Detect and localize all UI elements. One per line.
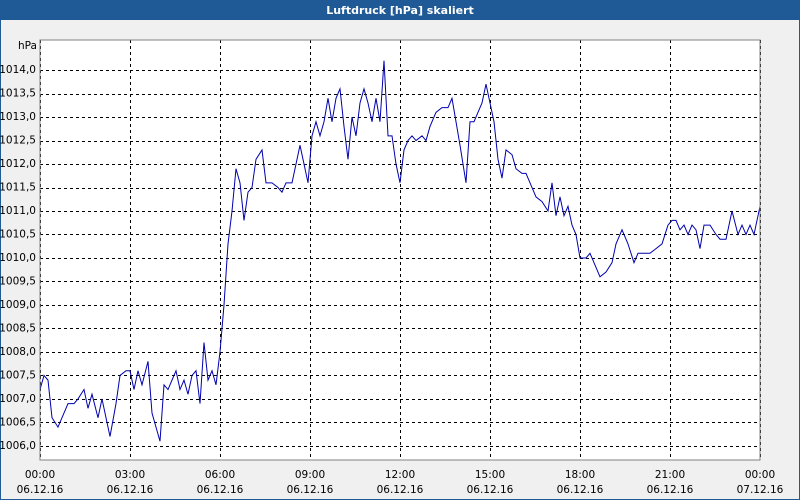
y-tick-label: 1011,0	[0, 205, 36, 217]
x-tick-label: 06:00	[205, 469, 235, 481]
y-tick-label: 1008,5	[0, 322, 36, 334]
x-tick-label: 00:00	[25, 469, 55, 481]
x-tick-date: 06.12.16	[557, 484, 604, 496]
y-tick-label: 1006,0	[0, 440, 36, 452]
y-unit: hPa	[18, 40, 37, 52]
x-tick-date: 06.12.16	[647, 484, 694, 496]
y-tick-label: 1011,5	[0, 182, 36, 194]
x-tick-date: 06.12.16	[377, 484, 424, 496]
grid	[40, 40, 761, 460]
x-tick-date: 06.12.16	[17, 484, 64, 496]
x-tick-label: 03:00	[115, 469, 145, 481]
chart-title: Luftdruck [hPa] skaliert	[326, 4, 474, 17]
y-tick-label: 1012,5	[0, 135, 36, 147]
x-tick-date: 06.12.16	[467, 484, 514, 496]
marks	[39, 60, 761, 442]
y-tick-label: 1007,5	[0, 369, 36, 381]
y-tick-label: 1010,0	[0, 252, 36, 264]
x-tick-date: 06.12.16	[287, 484, 334, 496]
y-tick-label: 1009,0	[0, 299, 36, 311]
y-tick-label: 1010,5	[0, 228, 36, 240]
x-tick-date: 07.12.16	[737, 484, 784, 496]
y-tick-label: 1014,0	[0, 64, 36, 76]
x-tick-label: 12:00	[385, 469, 415, 481]
y-tick-label: 1007,0	[0, 393, 36, 405]
y-tick-label: 1008,0	[0, 346, 36, 358]
y-tick-label: 1009,5	[0, 275, 36, 287]
x-tick-label: 21:00	[655, 469, 685, 481]
y-tick-label: 1006,5	[0, 416, 36, 428]
plot-frame	[39, 39, 761, 461]
y-tick-label: 1012,0	[0, 158, 36, 170]
y-tick-label: 1013,5	[0, 88, 36, 100]
x-tick-date: 06.12.16	[107, 484, 154, 496]
x-tick-label: 00:00	[745, 469, 775, 481]
series-line	[39, 60, 761, 442]
title-bar	[0, 0, 800, 20]
x-tick-label: 18:00	[565, 469, 595, 481]
x-tick-date: 06.12.16	[197, 484, 244, 496]
x-tick-label: 09:00	[295, 469, 325, 481]
x-tick-label: 15:00	[475, 469, 505, 481]
y-tick-label: 1013,0	[0, 111, 36, 123]
